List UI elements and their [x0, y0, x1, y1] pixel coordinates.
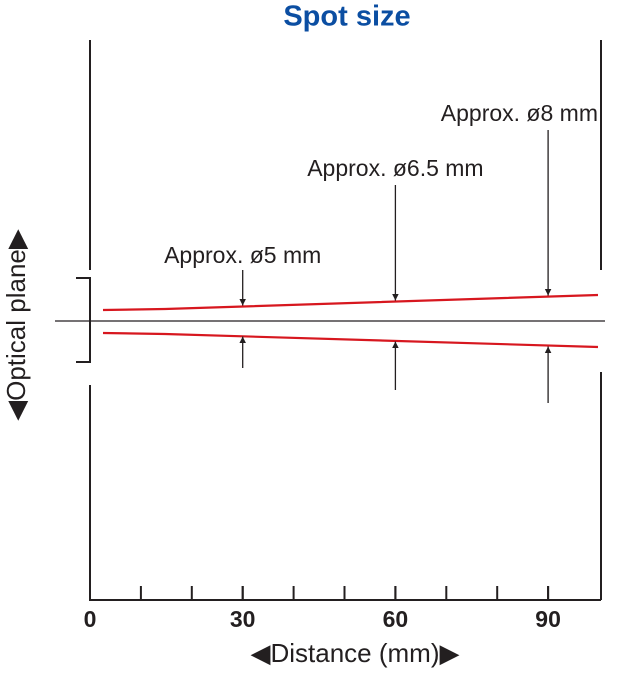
annotation-label: Approx. ø8 mm: [441, 100, 598, 126]
bracket: [76, 277, 91, 363]
x-tick-label: 30: [230, 606, 256, 632]
beam-edge: [102, 293, 599, 312]
annotation-label: Approx. ø6.5 mm: [307, 155, 483, 181]
x-tick-label: 0: [84, 606, 97, 632]
y-label: ◀Optical plane▶: [1, 229, 31, 421]
title: Spot size: [283, 1, 410, 33]
annotation-label: Approx. ø5 mm: [164, 242, 321, 268]
x-label: ◀Distance (mm)▶: [250, 638, 459, 668]
x-tick-label: 60: [383, 606, 409, 632]
beam-edge: [102, 331, 599, 349]
x-tick-label: 90: [535, 606, 561, 632]
